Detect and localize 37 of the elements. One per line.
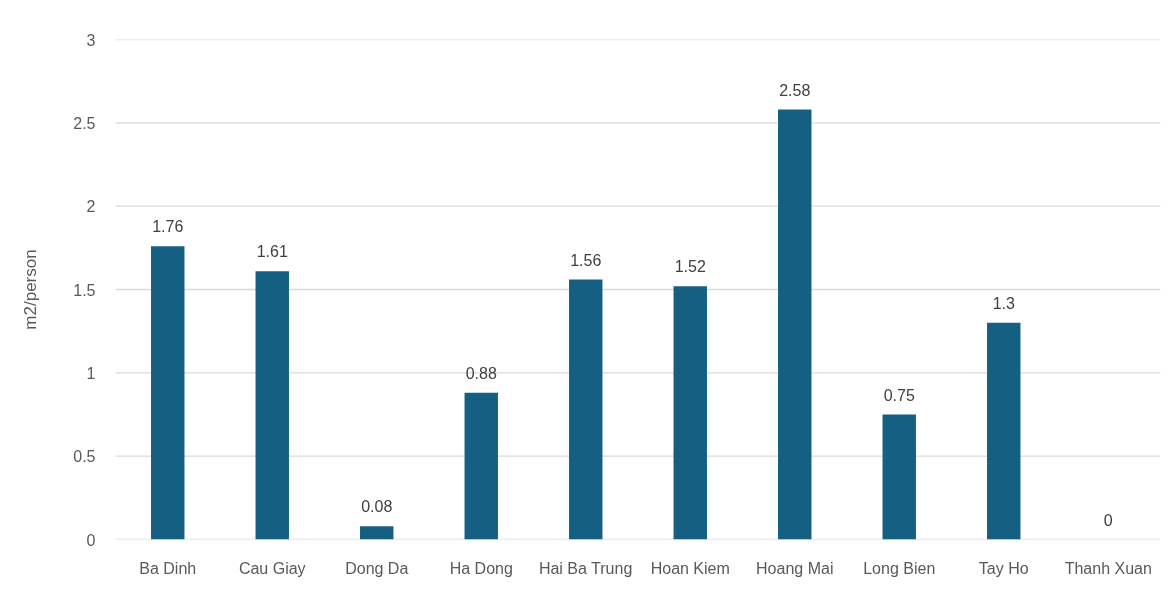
bar <box>673 286 707 540</box>
x-tick-label: Hai Ba Trung <box>538 559 633 577</box>
bar <box>255 271 289 540</box>
x-tick-label: Ha Dong <box>449 559 513 577</box>
y-axis-title: m2/person <box>21 249 41 330</box>
y-tick-label: 0.5 <box>73 448 96 466</box>
x-tick-label: Thanh Xuan <box>1064 559 1152 577</box>
y-tick-label: 2.5 <box>73 114 96 132</box>
x-tick-label: Cau Giay <box>238 559 306 577</box>
data-label: 1.61 <box>256 243 288 261</box>
bar <box>569 279 603 540</box>
y-tick-label: 0 <box>86 531 96 549</box>
data-label: 1.76 <box>152 218 184 236</box>
x-tick-label: Ba Dinh <box>139 559 197 577</box>
x-tick-label: Long Bien <box>863 559 936 577</box>
x-tick-label: Tay Ho <box>978 559 1029 577</box>
data-label: 0 <box>1103 511 1113 529</box>
y-tick-label: 2 <box>86 198 96 216</box>
bar <box>882 414 916 540</box>
data-label: 0.08 <box>361 498 393 516</box>
data-label: 1.56 <box>570 251 602 269</box>
y-tick-label: 1 <box>86 364 96 382</box>
y-tick-label: 3 <box>86 31 96 49</box>
y-tick-label: 1.5 <box>73 281 96 299</box>
data-label: 1.3 <box>992 294 1015 312</box>
bar <box>464 392 498 540</box>
bar <box>360 526 394 540</box>
x-tick-label: Hoan Kiem <box>650 559 730 577</box>
x-tick-label: Dong Da <box>345 559 409 577</box>
bar <box>151 246 185 540</box>
data-label: 0.88 <box>465 364 497 382</box>
data-label: 0.75 <box>883 386 915 404</box>
data-label: 2.58 <box>779 81 811 99</box>
data-label: 1.52 <box>674 258 706 276</box>
bar <box>778 109 812 540</box>
x-tick-label: Hoang Mai <box>756 559 834 577</box>
bar <box>987 322 1021 540</box>
